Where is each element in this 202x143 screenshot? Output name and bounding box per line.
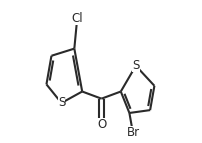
Text: O: O xyxy=(96,118,106,131)
Text: Br: Br xyxy=(126,127,139,139)
Text: Cl: Cl xyxy=(71,12,83,25)
Text: S: S xyxy=(132,59,139,72)
Text: S: S xyxy=(58,97,65,109)
